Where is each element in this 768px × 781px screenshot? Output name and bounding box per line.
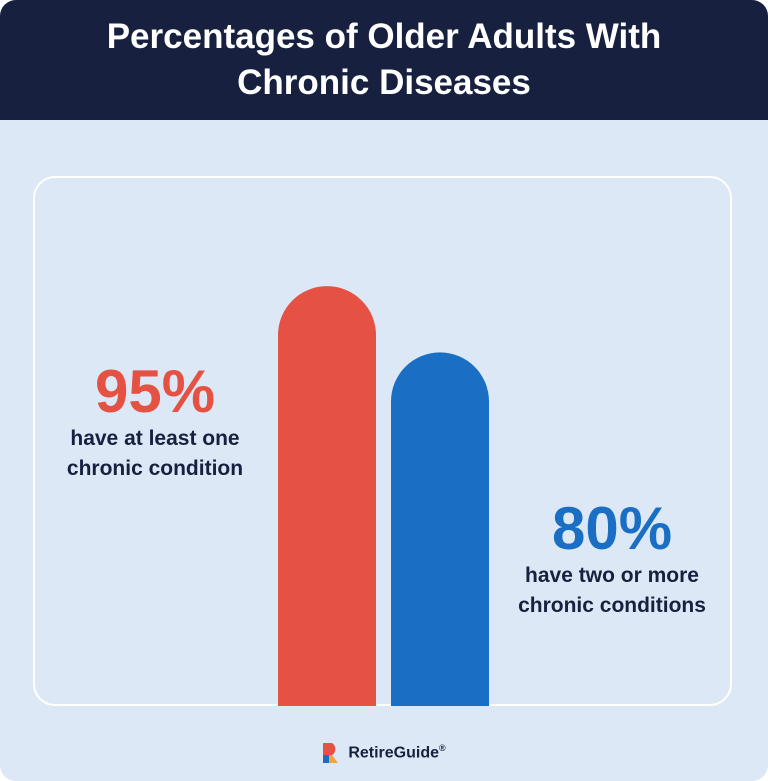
bars-group <box>278 286 489 706</box>
page-title: Percentages of Older Adults With Chronic… <box>106 17 662 102</box>
stat-desc-two-line2: chronic conditions <box>518 594 706 617</box>
header-banner: Percentages of Older Adults With Chronic… <box>0 0 768 120</box>
bar-one-condition <box>278 286 376 706</box>
retireguide-logo-icon <box>323 743 339 763</box>
chart-panel <box>33 176 732 706</box>
stat-desc-two-line1: have two or more <box>525 564 699 587</box>
stat-desc-one-line1: have at least one <box>70 427 240 450</box>
stat-percent-one: 95% <box>94 358 216 425</box>
bar-two-conditions <box>391 352 489 706</box>
stat-desc-one-line2: chronic condition <box>66 457 244 480</box>
footer-brand: RetireGuide® <box>0 738 768 768</box>
stat-percent-two: 80% <box>551 495 673 562</box>
stat-block-one-condition: 95% have at least one chronic condition <box>40 360 270 484</box>
stat-block-two-conditions: 80% have two or more chronic conditions <box>492 497 732 621</box>
brand-name: RetireGuide® <box>348 743 446 762</box>
